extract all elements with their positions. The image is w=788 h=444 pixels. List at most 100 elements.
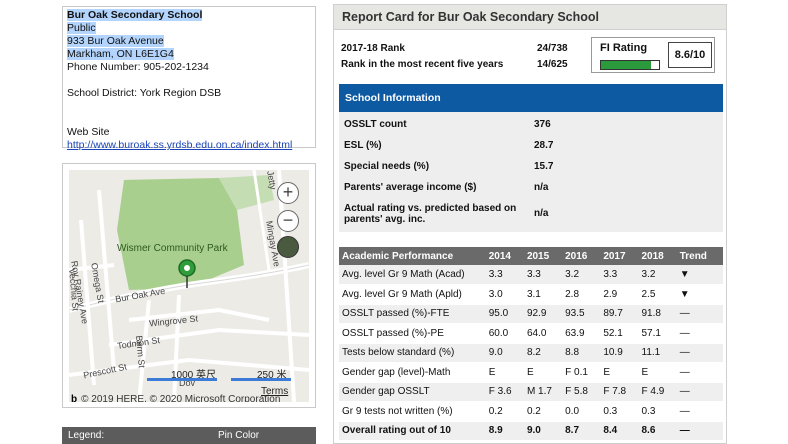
- col-header: 2017: [600, 247, 639, 265]
- trend-indicator: —: [676, 421, 723, 441]
- table-row: OSSLT passed (%)-FTE 95.0 92.9 93.5 89.7 91.8…: [339, 304, 723, 324]
- row-value: 9.0: [523, 421, 563, 441]
- info-value: 15.7: [534, 161, 554, 172]
- rank-label: 2017-18 Rank: [341, 43, 405, 54]
- row-value: 8.4: [600, 421, 639, 441]
- info-label: Special needs (%): [344, 161, 430, 172]
- row-value: 93.5: [562, 304, 601, 324]
- row-label: Avg. level Gr 9 Math (Apld): [339, 284, 486, 305]
- row-label: Avg. level Gr 9 Math (Acad): [339, 265, 486, 285]
- row-value: F 4.9: [638, 382, 677, 402]
- row-value: F 0.1: [562, 362, 601, 383]
- map-layers-button[interactable]: [277, 236, 299, 258]
- school-address-panel: Bur Oak Secondary School Public 933 Bur …: [62, 6, 316, 151]
- bing-icon: b: [71, 394, 78, 402]
- table-row: Overall rating out of 10 8.9 9.0 8.7 8.4 8.6—: [339, 421, 723, 441]
- row-value: 3.2: [562, 265, 601, 285]
- table-row: OSSLT passed (%)-PE 60.0 64.0 63.9 52.1 57.1—: [339, 323, 723, 344]
- trend-indicator: —: [676, 382, 723, 402]
- col-header: 2015: [523, 247, 563, 265]
- row-label: Gr 9 tests not written (%): [339, 401, 486, 422]
- trend-indicator: —: [676, 323, 723, 344]
- school-district: School District: York Region DSB: [67, 87, 222, 99]
- table-header-row: Academic Performance 2014 2015 2016 2017…: [339, 247, 723, 265]
- row-value: 11.1: [638, 343, 677, 363]
- legend-label: Legend:: [68, 430, 105, 441]
- info-label: ESL (%): [344, 140, 382, 151]
- info-value: n/a: [534, 208, 549, 219]
- map-canvas[interactable]: Wismer Community Park Bur Oak Ave Wingro…: [69, 170, 309, 402]
- street-dov: Dov: [179, 378, 196, 388]
- row-value: 8.2: [523, 343, 563, 363]
- scale-feet-label: 1000 英尺: [171, 370, 217, 381]
- row-value: 60.0: [485, 323, 524, 344]
- row-value: 89.7: [600, 304, 639, 324]
- academic-performance-table: Academic Performance 2014 2015 2016 2017…: [339, 247, 723, 441]
- info-label: Actual rating vs. predicted based on par…: [344, 203, 517, 225]
- row-value: 8.6: [638, 421, 677, 441]
- trend-indicator: —: [676, 362, 723, 383]
- rank5-value: 14/625: [537, 59, 568, 70]
- row-value: 63.9: [562, 323, 601, 344]
- info-value: 376: [534, 119, 551, 130]
- fi-rating-box: FI Rating 8.6/10: [591, 37, 715, 73]
- row-value: 64.0: [523, 323, 563, 344]
- row-value: 3.3: [600, 265, 639, 285]
- row-value: E: [523, 362, 563, 383]
- trend-indicator: —: [676, 343, 723, 363]
- row-value: 3.1: [523, 284, 563, 305]
- row-value: 57.1: [638, 323, 677, 344]
- zoom-in-button[interactable]: +: [277, 182, 299, 204]
- website-link[interactable]: http://www.buroak.ss.yrdsb.edu.on.ca/ind…: [67, 139, 293, 151]
- trend-indicator: ▼: [676, 265, 723, 285]
- rank5-row: Rank in the most recent five years: [341, 59, 503, 70]
- school-name: Bur Oak Secondary School: [67, 9, 203, 21]
- map-copyright: b © 2019 HERE, © 2020 Microsoft Corporati…: [71, 394, 280, 402]
- rank-section: 2017-18 Rank 24/738 Rank in the most rec…: [339, 37, 723, 79]
- table-row: Tests below standard (%) 9.0 8.2 8.8 10.9 11.…: [339, 343, 723, 363]
- row-value: M 1.7: [523, 382, 563, 402]
- row-value: 52.1: [600, 323, 639, 344]
- terms-link[interactable]: Terms: [261, 386, 289, 397]
- table-row: Avg. level Gr 9 Math (Apld) 3.0 3.1 2.8 2.9 2…: [339, 284, 723, 305]
- legend-bar: Legend: Pin Color: [62, 427, 316, 444]
- row-value: 2.8: [562, 284, 601, 305]
- school-street: 933 Bur Oak Avenue: [67, 35, 164, 47]
- row-value: 3.2: [638, 265, 677, 285]
- row-value: 0.2: [523, 401, 563, 422]
- trend-indicator: —: [676, 401, 723, 422]
- row-value: 8.8: [562, 343, 601, 363]
- row-value: 9.0: [485, 343, 524, 363]
- row-value: 0.3: [638, 401, 677, 422]
- row-value: F 7.8: [600, 382, 639, 402]
- school-type: Public: [67, 22, 96, 34]
- zoom-out-button[interactable]: −: [277, 210, 299, 232]
- row-value: E: [638, 362, 677, 383]
- school-phone: Phone Number: 905-202-1234: [67, 61, 209, 73]
- row-value: F 3.6: [485, 382, 524, 402]
- row-label: OSSLT passed (%)-PE: [339, 323, 486, 344]
- fi-rating-score: 8.6/10: [668, 42, 712, 68]
- table-row: Gr 9 tests not written (%) 0.2 0.2 0.0 0.3 0.…: [339, 401, 723, 422]
- row-value: 92.9: [523, 304, 563, 324]
- rank-value: 24/738: [537, 43, 568, 54]
- row-value: F 5.8: [562, 382, 601, 402]
- table-row: Gender gap OSSLT F 3.6 M 1.7 F 5.8 F 7.8 F 4.…: [339, 382, 723, 402]
- school-info-body: OSSLT count 376 ESL (%) 28.7 Special needs…: [339, 112, 723, 232]
- trend-indicator: ▼: [676, 284, 723, 305]
- table-row: Gender gap (level)-Math E E F 0.1 E E —: [339, 362, 723, 383]
- pin-color-label: Pin Color: [218, 430, 260, 441]
- row-value: 8.7: [562, 421, 601, 441]
- map-graphic: [69, 170, 309, 402]
- row-value: 95.0: [485, 304, 524, 324]
- row-value: 3.3: [485, 265, 524, 285]
- map-copyright-text: © 2019 HERE, © 2020 Microsoft Corporatio…: [81, 394, 281, 402]
- scale-meter-label: 250 米: [257, 370, 287, 381]
- row-label: Gender gap OSSLT: [339, 382, 486, 402]
- row-value: 3.3: [523, 265, 563, 285]
- row-value: 2.9: [600, 284, 639, 305]
- row-value: 0.0: [562, 401, 601, 422]
- row-value: 3.0: [485, 284, 524, 305]
- scale-meter-bar: [231, 378, 291, 381]
- trend-indicator: —: [676, 304, 723, 324]
